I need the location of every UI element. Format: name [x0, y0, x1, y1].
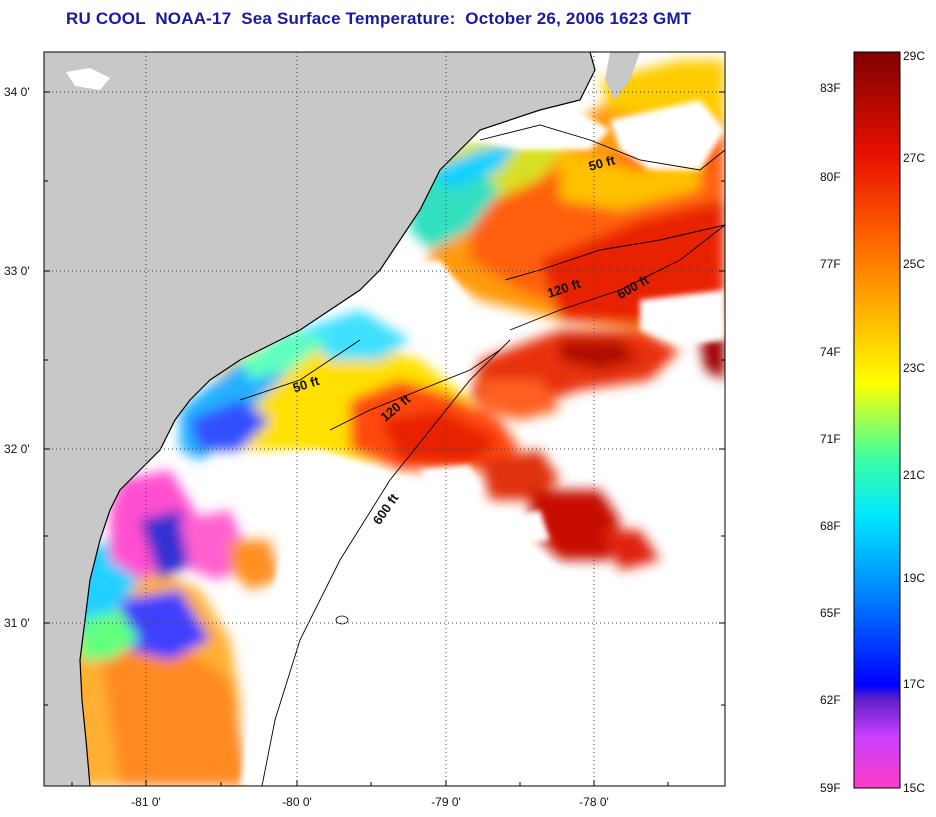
barrier-island	[605, 52, 640, 100]
cb-f-65: 65F	[820, 606, 841, 620]
isobath-closed-contour	[335, 615, 349, 625]
cb-c-25: 25C	[903, 257, 925, 271]
lat-label-33: 33 0'	[4, 264, 30, 278]
cb-f-80: 80F	[820, 170, 841, 184]
isobath-50ft-north	[479, 124, 725, 171]
lat-label-32: 32 0'	[4, 442, 30, 456]
inland-lake	[66, 68, 110, 90]
axis-ticks	[44, 91, 725, 786]
cb-f-77: 77F	[820, 257, 841, 271]
cb-f-83: 83F	[820, 81, 841, 95]
cb-f-74: 74F	[820, 345, 841, 359]
cb-c-23: 23C	[903, 361, 925, 375]
isobath-600ft-south	[261, 339, 511, 786]
colorbar: 83F 80F 77F 74F 71F 68F 65F 62F 59F 29C …	[820, 49, 925, 795]
isobath-120ft-south	[329, 349, 501, 431]
map-frame	[43, 51, 726, 787]
lon-label-80: -80 0'	[282, 795, 312, 809]
graticule	[44, 52, 725, 786]
map-title: RU COOL NOAA-17 Sea Surface Temperature:…	[66, 9, 692, 28]
cb-f-62: 62F	[820, 693, 841, 707]
map-area: 50 ft 120 ft 600 ft 50 ft 120 ft 600 ft	[44, 52, 725, 786]
colorbar-gradient	[853, 51, 901, 789]
isobath-50ft-south	[239, 339, 361, 401]
lat-label-31: 31 0'	[4, 616, 30, 630]
cb-f-59: 59F	[820, 781, 841, 795]
land-mass	[44, 52, 595, 786]
cb-c-21: 21C	[903, 468, 925, 482]
cb-c-17: 17C	[903, 677, 925, 691]
lat-label-34: 34 0'	[4, 85, 30, 99]
cb-c-29: 29C	[903, 49, 925, 63]
cb-f-71: 71F	[820, 432, 841, 446]
cb-c-19: 19C	[903, 571, 925, 585]
cb-c-15: 15C	[903, 781, 925, 795]
lon-label-79: -79 0'	[431, 795, 461, 809]
isobath-120ft-north	[504, 224, 725, 281]
lon-label-78: -78 0'	[579, 795, 609, 809]
lon-label-81: -81 0'	[131, 795, 161, 809]
isobath-600ft-north	[509, 224, 725, 331]
coastline	[79, 52, 596, 786]
cb-f-68: 68F	[820, 519, 841, 533]
cb-c-27: 27C	[903, 151, 925, 165]
